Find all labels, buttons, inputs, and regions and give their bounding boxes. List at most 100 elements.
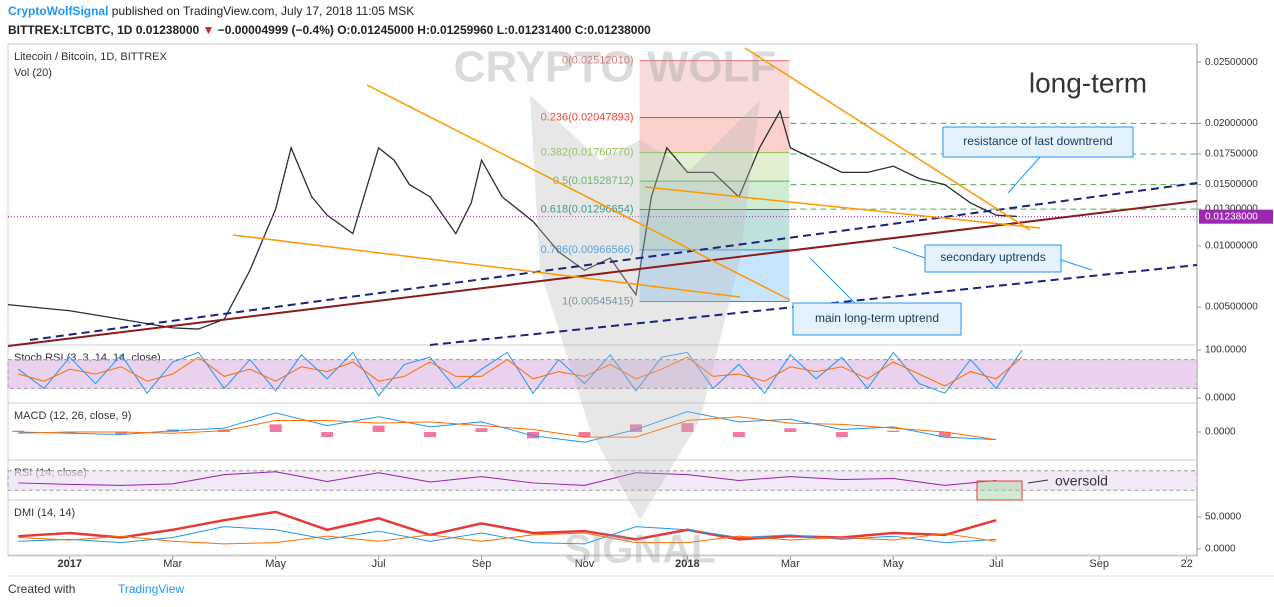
annotation: long-term <box>1029 67 1147 98</box>
band <box>7 359 1198 389</box>
brand-link[interactable]: TradingView <box>118 582 184 596</box>
high: H:0.01259960 <box>417 23 494 37</box>
fib-label: 0.618(0.01296654) <box>541 203 634 215</box>
price-line <box>7 109 1017 330</box>
symbol-bar: BITTREX:LTCBTC, 1D 0.01238000 ▼ −0.00004… <box>8 23 651 37</box>
fib-zone <box>639 181 790 210</box>
histogram-bar <box>784 428 797 432</box>
histogram-bar <box>269 424 282 432</box>
arrow-line <box>1027 479 1049 484</box>
y-tick-label: 0.01500000 <box>1205 179 1258 190</box>
arrow-line <box>892 246 926 259</box>
watermark-text: CRYPTO WOLF <box>454 43 777 92</box>
y-tick-label: 0.0000 <box>1205 427 1236 438</box>
symbol: BITTREX:LTCBTC, 1D <box>8 23 133 37</box>
pane-subtitle: Vol (20) <box>14 67 52 79</box>
histogram-bar <box>321 432 334 438</box>
trendline <box>744 47 1031 231</box>
last: 0.01238000 <box>135 23 200 37</box>
watermark: CRYPTO WOLF SIGNAL <box>454 43 777 572</box>
y-tick-label: 0.01000000 <box>1205 240 1258 251</box>
trendline <box>7 200 1198 347</box>
open: O:0.01245000 <box>337 23 414 37</box>
y-tick-label: 0.0000 <box>1205 393 1236 404</box>
arrow-line <box>809 257 856 304</box>
fib-label: 0.5(0.01528712) <box>553 175 634 187</box>
annotation: secondary uptrends <box>940 250 1045 264</box>
fib-label: 0(0.02512010) <box>562 55 634 67</box>
fib-label: 1(0.00545415) <box>562 295 634 307</box>
histogram-bar <box>63 432 76 434</box>
y-tick-label: 0.00500000 <box>1205 302 1258 313</box>
x-tick-label: Sep <box>472 558 492 570</box>
trendlines <box>7 47 1198 501</box>
trendline <box>232 234 741 298</box>
histogram-bar <box>732 432 745 438</box>
fib-zone <box>639 152 790 182</box>
oversold-box <box>976 480 1023 501</box>
annotation: oversold <box>1055 473 1108 489</box>
histogram-bar <box>115 432 128 435</box>
low: L:0.01231400 <box>496 23 572 37</box>
histogram-bar <box>372 425 385 432</box>
indicator-line <box>18 471 997 486</box>
histogram-bar <box>424 432 437 438</box>
change: −0.00004999 (−0.4%) <box>217 23 334 37</box>
pane-title: DMI (14, 14) <box>14 507 75 519</box>
annotation-box <box>942 126 1134 158</box>
header: CryptoWolfSignal published on TradingVie… <box>8 4 414 18</box>
fib-zone <box>639 249 790 302</box>
trendline <box>366 84 791 301</box>
x-tick-label: May <box>883 558 904 570</box>
y-tick-label: 0.02000000 <box>1205 118 1258 129</box>
y-tick-label: 0.01750000 <box>1205 149 1258 160</box>
arrow: ▼ <box>202 23 215 37</box>
annotation: resistance of last downtrend <box>963 134 1112 148</box>
close: C:0.01238000 <box>574 23 651 37</box>
y-tick-label: 100.0000 <box>1205 345 1247 356</box>
last-price-label: 0.01238000 <box>1205 211 1258 222</box>
y-tick-label: 0.02500000 <box>1205 57 1258 68</box>
x-tick-label: Mar <box>781 558 800 570</box>
histogram-bar <box>629 424 642 432</box>
x-tick-label: Jul <box>989 558 1003 570</box>
trendline <box>644 186 1041 229</box>
author[interactable]: CryptoWolfSignal <box>8 4 109 18</box>
pane-title: MACD (12, 26, close, 9) <box>14 410 131 422</box>
x-tick-label: Sep <box>1089 558 1109 570</box>
watermark-text: SIGNAL <box>564 528 715 572</box>
indicator-line <box>18 416 997 441</box>
annotation-box <box>924 244 1062 273</box>
x-tick-label: Jul <box>372 558 386 570</box>
x-tick-label: 2018 <box>675 558 699 570</box>
published: published on TradingView.com, July 17, 2… <box>111 4 415 18</box>
annotation: main long-term uptrend <box>815 311 939 325</box>
histogram-bar <box>938 432 951 438</box>
fib-label: 0.382(0.01760770) <box>541 147 634 159</box>
fib-label: 0.236(0.02047893) <box>541 111 634 123</box>
fib-zone <box>639 117 790 153</box>
y-tick-label: 50.0000 <box>1205 512 1242 523</box>
histogram-bar <box>527 432 540 439</box>
x-tick-label: May <box>265 558 286 570</box>
x-tick-label: 2017 <box>58 558 82 570</box>
indicator-line <box>18 356 1023 387</box>
annotation-box <box>792 302 962 336</box>
y-tick-label: 0.01300000 <box>1205 204 1258 215</box>
pane-title: Litecoin / Bitcoin, 1D, BITTREX <box>14 51 167 63</box>
trendline <box>29 182 1198 341</box>
histogram-bar <box>475 428 488 432</box>
histogram-bar <box>681 423 694 432</box>
x-tick-label: 22 <box>1181 558 1193 570</box>
histogram-bar <box>887 430 900 432</box>
last-price-box <box>1199 209 1273 224</box>
fib-zone <box>639 60 790 118</box>
indicator-line <box>18 411 997 443</box>
arrow-line <box>1007 156 1041 194</box>
histogram-bar <box>578 432 591 438</box>
histogram-bar <box>12 430 25 432</box>
x-tick-label: Nov <box>575 558 595 570</box>
footer-text: Created with <box>8 582 75 596</box>
